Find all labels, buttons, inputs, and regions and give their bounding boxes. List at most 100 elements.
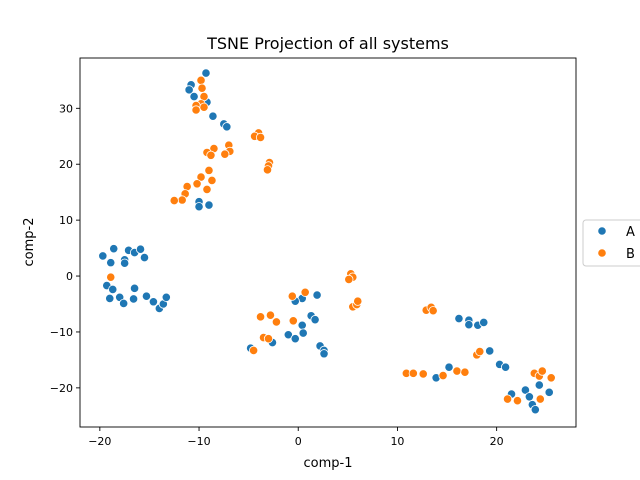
chart-title: TSNE Projection of all systems — [206, 34, 449, 53]
scatter-point-a — [297, 320, 307, 330]
scatter-point-a — [109, 244, 119, 254]
y-axis-label: comp-2 — [22, 218, 37, 267]
scatter-point-a — [129, 283, 140, 293]
scatter-point-a — [119, 298, 129, 309]
scatter-point-b — [300, 287, 310, 297]
scatter-point-a — [319, 349, 329, 359]
legend: A B — [582, 219, 640, 267]
scatter-point-a — [444, 362, 454, 372]
scatter-point-a — [120, 258, 130, 268]
scatter-point-a — [105, 293, 115, 304]
scatter-point-a — [128, 294, 139, 304]
scatter-point-a — [310, 315, 320, 325]
scatter-point-a — [283, 330, 293, 340]
scatter-point-a — [544, 387, 554, 397]
scatter-point-b — [287, 291, 297, 301]
y-tick-label: 30 — [59, 102, 73, 115]
scatter-point-a — [298, 328, 308, 338]
scatter-point-b — [344, 274, 354, 284]
scatter-point-a — [98, 251, 108, 261]
scatter-point-a — [204, 200, 214, 210]
scatter-point-b — [255, 312, 266, 322]
scatter-point-b — [263, 334, 274, 344]
scatter-point-b — [199, 102, 209, 112]
scatter-point-b — [512, 396, 523, 406]
scatter-point-b — [192, 179, 202, 189]
scatter-point-a — [161, 292, 171, 302]
scatter-point-b — [502, 394, 513, 404]
legend-label-a: A — [626, 225, 635, 240]
scatter-point-a — [530, 405, 540, 415]
scatter-point-a — [485, 346, 495, 356]
scatter-point-a — [479, 317, 489, 328]
scatter-point-a — [464, 320, 474, 330]
scatter-point-b — [191, 105, 201, 115]
scatter-point-a — [106, 258, 116, 268]
scatter-point-a — [194, 202, 204, 212]
scatter-point-a — [524, 392, 534, 402]
y-tick-label: 20 — [59, 158, 73, 171]
legend-box — [582, 219, 640, 267]
scatter-point-a — [201, 68, 211, 78]
x-tick-label: −20 — [88, 435, 111, 448]
scatter-point-a — [222, 122, 232, 132]
scatter-point-b — [207, 175, 217, 186]
scatter-point-b — [452, 366, 462, 376]
scatter-point-b — [206, 150, 216, 160]
scatter-point-b — [265, 310, 276, 320]
points-layer — [98, 68, 556, 415]
y-tick-label: −20 — [50, 382, 73, 395]
x-axis-label: comp-1 — [304, 456, 353, 471]
scatter-point-b — [353, 296, 363, 306]
scatter-point-a — [208, 111, 218, 121]
x-tick-label: 10 — [390, 435, 404, 448]
scatter-point-b — [196, 172, 206, 182]
x-tick-label: −10 — [187, 435, 210, 448]
scatter-point-b — [418, 369, 428, 379]
ticks-layer: −20 −10 0 10 20 −20 −10 0 10 20 30 — [50, 102, 504, 448]
plot-frame — [79, 57, 577, 428]
scatter-point-a — [139, 253, 150, 263]
axes-frame — [79, 57, 577, 428]
scatter-point-b — [271, 317, 282, 327]
scatter-point-b — [249, 345, 259, 355]
x-tick-label: 20 — [490, 435, 504, 448]
scatter-point-b — [169, 195, 179, 206]
y-tick-label: 10 — [59, 214, 73, 227]
scatter-point-b — [475, 346, 485, 357]
scatter-point-b — [177, 195, 187, 205]
y-tick-label: 0 — [66, 270, 73, 283]
scatter-point-b — [202, 184, 212, 194]
scatter-point-b — [255, 132, 266, 142]
scatter-point-a — [184, 85, 194, 95]
scatter-point-b — [288, 316, 298, 326]
scatter-point-b — [106, 272, 116, 282]
legend-marker-a — [597, 226, 607, 236]
scatter-point-a — [454, 313, 464, 324]
scatter-point-b — [196, 75, 206, 85]
scatter-point-b — [428, 306, 438, 316]
scatter-point-b — [262, 165, 273, 175]
scatter-point-a — [290, 334, 300, 344]
scatter-point-a — [520, 385, 531, 395]
scatter-point-a — [312, 290, 322, 300]
scatter-point-a — [500, 362, 511, 372]
scatter-point-b — [220, 149, 230, 159]
scatter-point-b — [438, 370, 448, 381]
x-tick-label: 0 — [295, 435, 302, 448]
scatter-point-a — [141, 291, 152, 301]
scatter-point-a — [108, 284, 118, 295]
scatter-point-b — [408, 368, 418, 378]
legend-marker-b — [597, 248, 607, 258]
scatter-point-b — [546, 373, 556, 383]
scatter-point-a — [148, 297, 159, 307]
scatter-point-b — [537, 366, 547, 376]
y-tick-label: −10 — [50, 326, 73, 339]
scatter-point-a — [135, 244, 146, 254]
scatter-point-b — [535, 394, 545, 404]
scatter-point-b — [197, 83, 207, 93]
scatter-point-b — [204, 165, 214, 175]
scatter-point-a — [534, 380, 544, 390]
